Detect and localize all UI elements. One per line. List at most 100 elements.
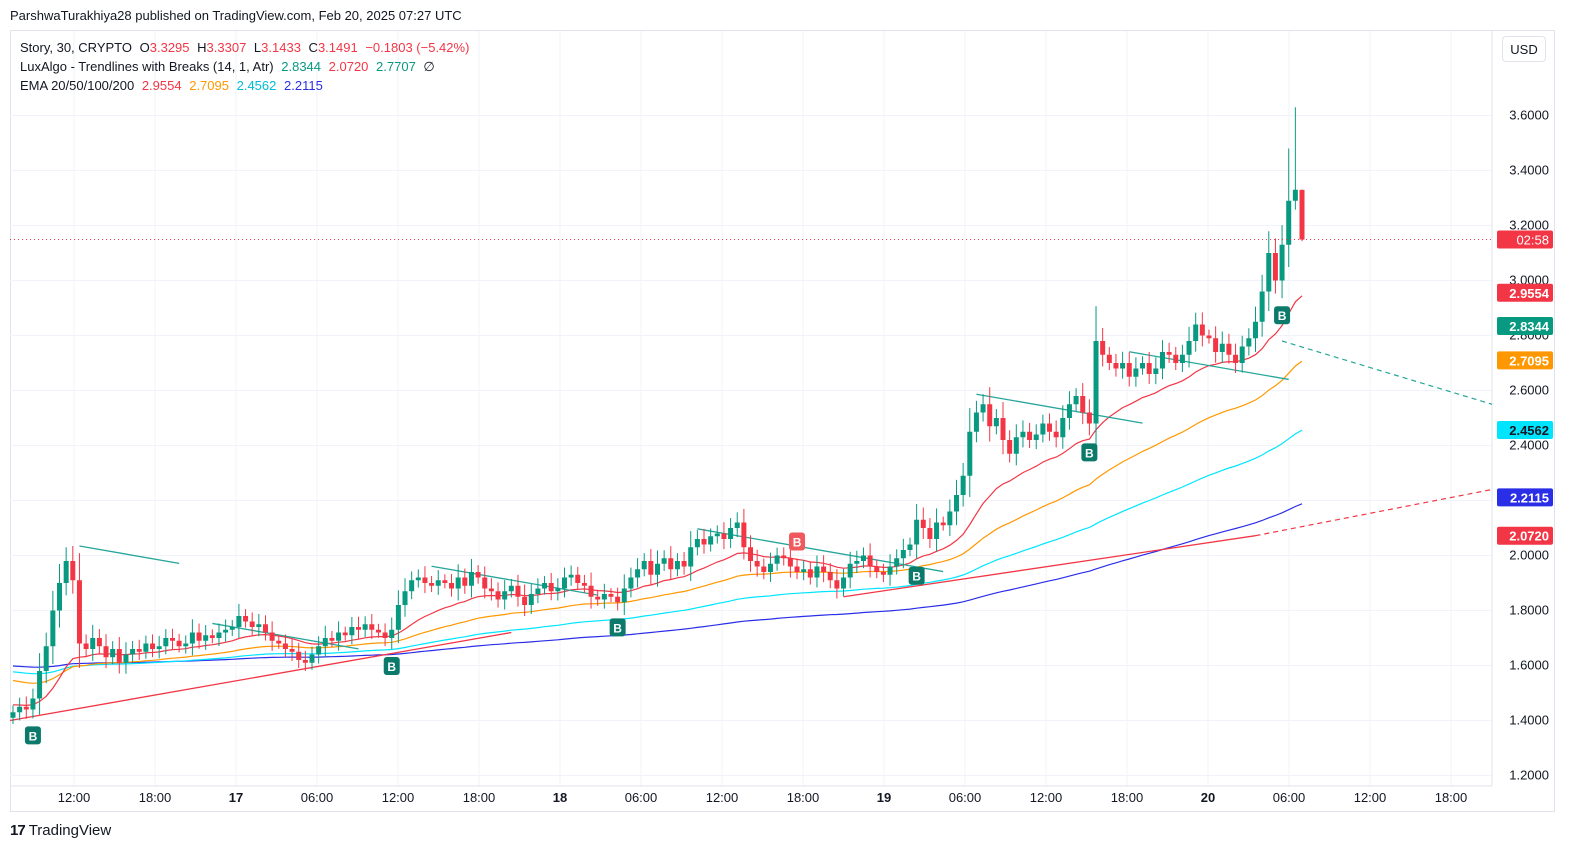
y-tick-label: 3.2000 bbox=[1509, 218, 1549, 233]
candle-body bbox=[302, 660, 308, 663]
candle-body bbox=[429, 583, 435, 586]
candle-body bbox=[482, 577, 488, 589]
candle-body bbox=[169, 638, 175, 641]
buy-signal-badge bbox=[609, 618, 626, 637]
candle-body bbox=[203, 635, 209, 641]
buy-signal-label: B bbox=[613, 621, 622, 635]
candle-body bbox=[488, 588, 494, 592]
y-tick-label: 3.0000 bbox=[1509, 273, 1549, 288]
candle-body bbox=[462, 577, 468, 586]
candle-body bbox=[561, 577, 567, 589]
candle-body bbox=[475, 572, 481, 578]
price-tag bbox=[1497, 488, 1553, 507]
price-tag-label: 2.9554 bbox=[1509, 286, 1550, 301]
candle-body bbox=[993, 418, 999, 427]
candle-body bbox=[1266, 253, 1272, 292]
luxalgo-lower-trendline-projection bbox=[1255, 488, 1493, 537]
legend-close: 3.1491 bbox=[317, 40, 358, 55]
candle-body bbox=[156, 646, 162, 649]
candle-body bbox=[1219, 343, 1225, 352]
candle-body bbox=[661, 558, 667, 564]
legend-high: 3.3307 bbox=[206, 40, 247, 55]
candle-body bbox=[1040, 423, 1046, 435]
legend-low-label: L bbox=[253, 40, 262, 55]
candle-body bbox=[495, 591, 501, 600]
candle-body bbox=[827, 572, 833, 581]
candle-body bbox=[1133, 368, 1139, 377]
candle-body bbox=[63, 561, 69, 583]
candle-body bbox=[1113, 363, 1119, 369]
candle-body bbox=[1066, 404, 1072, 418]
x-tick-label: 18 bbox=[553, 790, 567, 805]
luxalgo-upper-trendline bbox=[79, 545, 180, 564]
candle-body bbox=[934, 522, 940, 539]
price-tag bbox=[1497, 317, 1553, 336]
y-tick-label: 1.4000 bbox=[1509, 713, 1549, 728]
candle-body bbox=[927, 528, 933, 539]
ema200-line bbox=[12, 503, 1303, 668]
candle-body bbox=[1179, 354, 1185, 363]
x-tick-label: 18:00 bbox=[1111, 790, 1144, 805]
candle-body bbox=[110, 649, 116, 658]
legend-ema-name: EMA 20/50/100/200 bbox=[20, 78, 135, 93]
candle-body bbox=[150, 643, 156, 649]
candle-body bbox=[973, 412, 979, 432]
candle-body bbox=[588, 585, 594, 597]
candle-body bbox=[714, 533, 720, 537]
candle-body bbox=[515, 585, 521, 597]
buy-signal-label: B bbox=[1085, 446, 1094, 460]
candle-body bbox=[894, 558, 900, 567]
luxalgo-lower-trendline bbox=[843, 535, 1256, 598]
price-tag-label: 2.2115 bbox=[1510, 490, 1549, 505]
candle-body bbox=[1033, 434, 1039, 440]
candle-body bbox=[409, 580, 415, 592]
buy-signal-badge bbox=[1081, 443, 1098, 462]
candle-body bbox=[761, 566, 767, 572]
candle-body bbox=[748, 547, 754, 561]
tradingview-logo[interactable]: 17 TradingView bbox=[10, 822, 111, 839]
candle-body bbox=[50, 610, 56, 647]
candle-body bbox=[1027, 431, 1033, 440]
candle-body bbox=[1173, 354, 1179, 363]
candle-body bbox=[641, 561, 647, 570]
candle-body bbox=[1259, 291, 1265, 322]
candle-body bbox=[1053, 431, 1059, 438]
currency-button[interactable]: USD bbox=[1502, 36, 1546, 62]
candle-body bbox=[1146, 363, 1152, 374]
candle-body bbox=[369, 624, 375, 630]
legend-change: −0.1803 (−5.42%) bbox=[365, 40, 470, 55]
candle-body bbox=[781, 555, 787, 559]
candle-body bbox=[1000, 418, 1006, 440]
candle-body bbox=[196, 632, 202, 641]
candle-body bbox=[655, 563, 660, 575]
candle-body bbox=[907, 544, 913, 550]
candle-body bbox=[847, 563, 853, 578]
buy-signal-badge bbox=[1274, 306, 1291, 325]
candle-body bbox=[1013, 437, 1019, 454]
buy-signal-label: B bbox=[29, 729, 38, 743]
candle-body bbox=[1272, 253, 1278, 281]
legend-ema200: 2.2115 bbox=[284, 78, 323, 93]
buy-signal-badge bbox=[24, 726, 41, 745]
candle-body bbox=[316, 646, 322, 655]
legend-open: 3.3295 bbox=[149, 40, 190, 55]
candle-body bbox=[329, 638, 335, 641]
legend-ema20: 2.9554 bbox=[141, 78, 182, 93]
candle-body bbox=[1020, 431, 1026, 438]
candle-body bbox=[681, 561, 687, 567]
legend-ema100: 2.4562 bbox=[236, 78, 277, 93]
candle-body bbox=[1159, 352, 1165, 369]
candle-body bbox=[668, 558, 674, 570]
buy-signal-badge bbox=[383, 657, 400, 676]
candle-body bbox=[502, 591, 508, 600]
candle-body bbox=[336, 632, 342, 641]
candle-body bbox=[57, 583, 63, 611]
candle-body bbox=[176, 640, 182, 647]
chart-frame[interactable] bbox=[10, 30, 1555, 812]
x-tick-label: 12:00 bbox=[382, 790, 415, 805]
luxalgo-lower-trendline bbox=[9, 631, 512, 722]
price-tag-label: 2.7095 bbox=[1509, 353, 1549, 368]
candle-body bbox=[349, 627, 355, 636]
candle-body bbox=[1252, 321, 1258, 339]
